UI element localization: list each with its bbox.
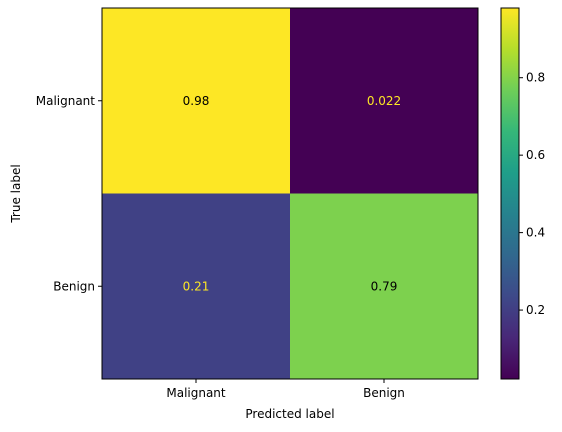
heatmap-cell: [102, 8, 290, 194]
cell-value-label: 0.21: [183, 279, 210, 293]
colorbar: [500, 7, 520, 380]
heatmap-cell: [102, 193, 290, 379]
x-tick-label: Benign: [363, 386, 405, 400]
cell-value-labels: 0.98 0.022 0.21 0.79: [183, 94, 402, 294]
y-axis-label: True label: [9, 164, 23, 223]
y-axis: Malignant Benign: [36, 94, 102, 293]
colorbar-tick-label: 0.8: [526, 71, 545, 85]
plot-frame: [101, 7, 479, 380]
heatmap-cell: [290, 8, 478, 194]
y-tick-label: Malignant: [36, 94, 96, 108]
colorbar-ticks: 0.2 0.4 0.6 0.8: [519, 71, 545, 317]
colorbar-tick-label: 0.2: [526, 303, 545, 317]
cell-value-label: 0.022: [367, 94, 401, 108]
cell-value-label: 0.79: [371, 279, 398, 293]
colorbar-tick-label: 0.4: [526, 226, 545, 240]
x-axis-label: Predicted label: [245, 407, 334, 421]
heatmap-cell: [290, 193, 478, 379]
colorbar-tick-label: 0.6: [526, 148, 545, 162]
heatmap-cells: [102, 8, 478, 379]
y-tick-label: Benign: [53, 279, 95, 293]
cell-value-label: 0.98: [183, 94, 210, 108]
x-axis: Malignant Benign: [166, 379, 405, 400]
x-tick-label: Malignant: [166, 386, 226, 400]
